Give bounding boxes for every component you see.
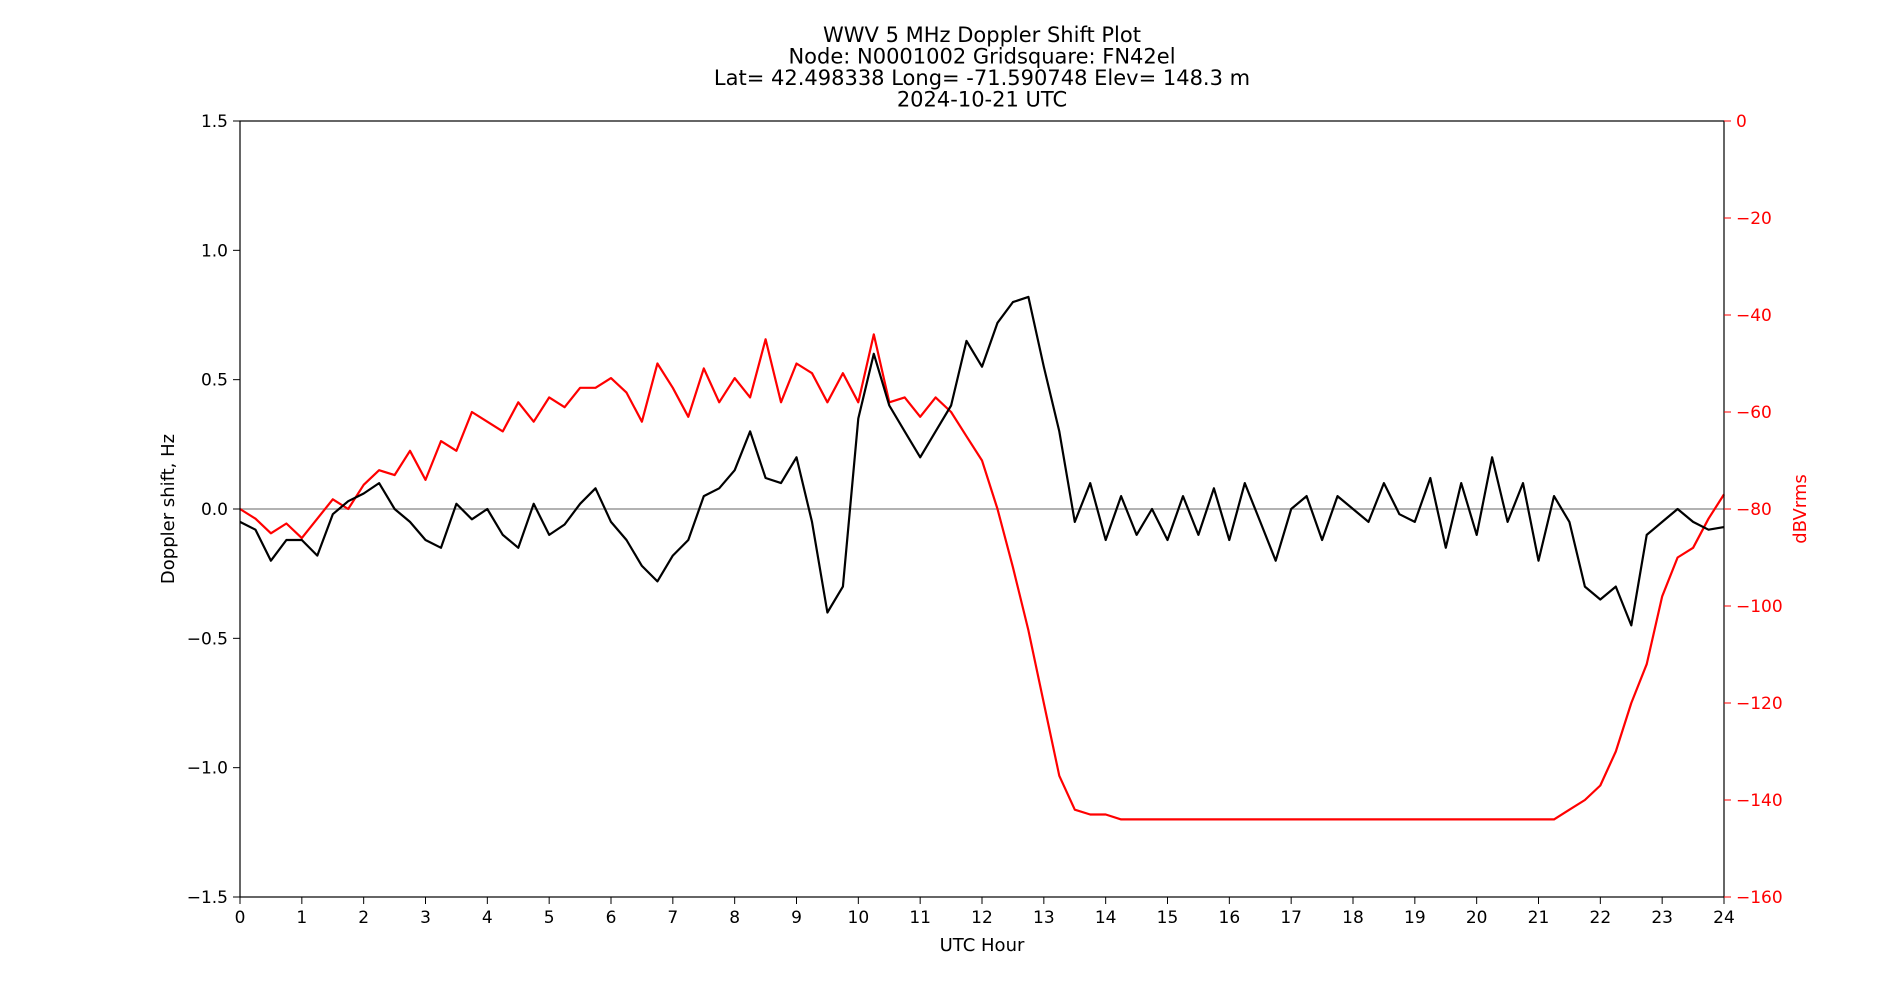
x-tick-label: 24 xyxy=(1713,908,1735,928)
y-right-tick-label: −20 xyxy=(1736,209,1772,229)
y-left-tick-label: −1.5 xyxy=(187,888,228,908)
y-right-tick-label: −60 xyxy=(1736,403,1772,423)
y-axis-left-label: Doppler shift, Hz xyxy=(158,434,179,584)
x-tick-label: 9 xyxy=(791,908,802,928)
chart-title-line-3: Lat= 42.498338 Long= -71.590748 Elev= 14… xyxy=(714,66,1250,90)
x-tick-label: 21 xyxy=(1528,908,1550,928)
x-tick-label: 23 xyxy=(1651,908,1673,928)
x-tick-label: 18 xyxy=(1342,908,1364,928)
x-tick-label: 13 xyxy=(1033,908,1055,928)
x-tick-label: 19 xyxy=(1404,908,1426,928)
x-tick-label: 0 xyxy=(235,908,246,928)
y-right-tick-label: 0 xyxy=(1736,112,1747,132)
x-axis-ticks: 0 1 2 3 4 5 6 7 8 9 10 11 12 13 14 15 16 17 18 19 20 21 22 23 24 xyxy=(235,897,1735,928)
x-tick-label: 4 xyxy=(482,908,493,928)
y-right-tick-label: −80 xyxy=(1736,500,1772,520)
y-left-tick-label: 0.5 xyxy=(201,371,228,391)
y-right-tick-label: −140 xyxy=(1736,791,1783,811)
y-axis-left-ticks: −1.5 −1.0 −0.5 0.0 0.5 1.0 1.5 xyxy=(187,112,240,908)
chart-title-line-2: Node: N0001002 Gridsquare: FN42el xyxy=(788,45,1175,69)
x-tick-label: 15 xyxy=(1157,908,1179,928)
x-tick-label: 17 xyxy=(1280,908,1302,928)
x-tick-label: 5 xyxy=(544,908,555,928)
power-line xyxy=(239,333,1725,821)
chart-title-line-1: WWV 5 MHz Doppler Shift Plot xyxy=(823,23,1141,47)
doppler-series xyxy=(239,295,1725,627)
x-tick-label: 11 xyxy=(909,908,931,928)
chart-title-line-4: 2024-10-21 UTC xyxy=(897,88,1067,112)
y-left-tick-label: −1.0 xyxy=(187,759,228,779)
x-tick-label: 16 xyxy=(1219,908,1241,928)
x-tick-label: 8 xyxy=(729,908,740,928)
x-tick-label: 22 xyxy=(1590,908,1612,928)
y-right-tick-label: −120 xyxy=(1736,694,1783,714)
y-right-tick-label: −160 xyxy=(1736,888,1783,908)
x-tick-label: 7 xyxy=(667,908,678,928)
x-axis-label: UTC Hour xyxy=(940,935,1025,956)
y-right-tick-label: −40 xyxy=(1736,306,1772,326)
x-tick-label: 12 xyxy=(971,908,993,928)
x-tick-label: 1 xyxy=(296,908,307,928)
y-axis-right-label: dBVrms xyxy=(1790,474,1811,544)
y-axis-right-ticks: −160 −140 −120 −100 −80 −60 −40 −20 0 xyxy=(1724,112,1783,908)
power-series xyxy=(239,333,1725,821)
y-left-tick-label: 1.5 xyxy=(201,112,228,132)
x-tick-label: 10 xyxy=(848,908,870,928)
doppler-line xyxy=(239,295,1725,627)
y-left-tick-label: 1.0 xyxy=(201,241,228,261)
y-left-tick-label: −0.5 xyxy=(187,629,228,649)
y-left-tick-label: 0.0 xyxy=(201,500,228,520)
x-tick-label: 20 xyxy=(1466,908,1488,928)
x-tick-label: 14 xyxy=(1095,908,1117,928)
x-tick-label: 3 xyxy=(420,908,431,928)
x-tick-label: 6 xyxy=(606,908,617,928)
x-tick-label: 2 xyxy=(358,908,369,928)
y-right-tick-label: −100 xyxy=(1736,597,1783,617)
